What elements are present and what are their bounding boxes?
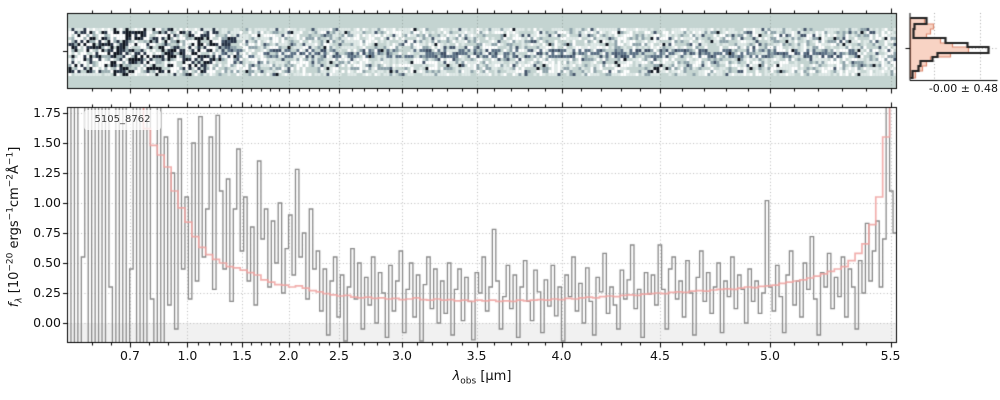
x-axis-units: [μm]	[476, 369, 512, 384]
x-tick-label: 1.0	[177, 348, 198, 363]
x-tick-label: 2.0	[278, 348, 299, 363]
y-exp-4: −1	[5, 151, 16, 166]
y-exp-2: −1	[5, 207, 16, 221]
y-tick-label: 0.00	[33, 314, 61, 330]
y-tick-label: 1.25	[33, 164, 61, 180]
lambda-subscript: obs	[460, 376, 477, 387]
y-tick-label: 0.25	[33, 284, 61, 300]
x-tick-label: 2.5	[329, 348, 349, 363]
lambda-symbol: λ	[452, 369, 461, 384]
x-tick-label: 4.0	[551, 348, 572, 363]
x-tick-label: 3.0	[392, 348, 412, 363]
x-tick-label: 3.5	[466, 348, 487, 363]
y-tick-label: 1.75	[33, 104, 61, 120]
x-tick-label: 5.0	[760, 348, 780, 363]
x-tick-label: 0.7	[120, 348, 140, 363]
y-tick-label: 1.00	[33, 194, 61, 210]
y-tick-label: 0.75	[33, 224, 61, 240]
y-tick-label: 0.50	[33, 254, 61, 270]
source-id-label: 5105_8762	[84, 110, 161, 130]
y-tick-label: 1.50	[33, 134, 61, 150]
x-tick-label: 1.5	[232, 348, 252, 363]
y-exp-3: −2	[5, 173, 16, 188]
histogram-stats-label: -0.00 ± 0.48	[928, 82, 998, 95]
x-axis-label: λobs [μm]	[372, 369, 592, 387]
y-exp-1: −20	[5, 252, 16, 272]
flux-symbol: f	[6, 302, 22, 308]
x-tick-label: 5.5	[880, 348, 901, 363]
x-tick-label: 4.5	[650, 348, 670, 363]
